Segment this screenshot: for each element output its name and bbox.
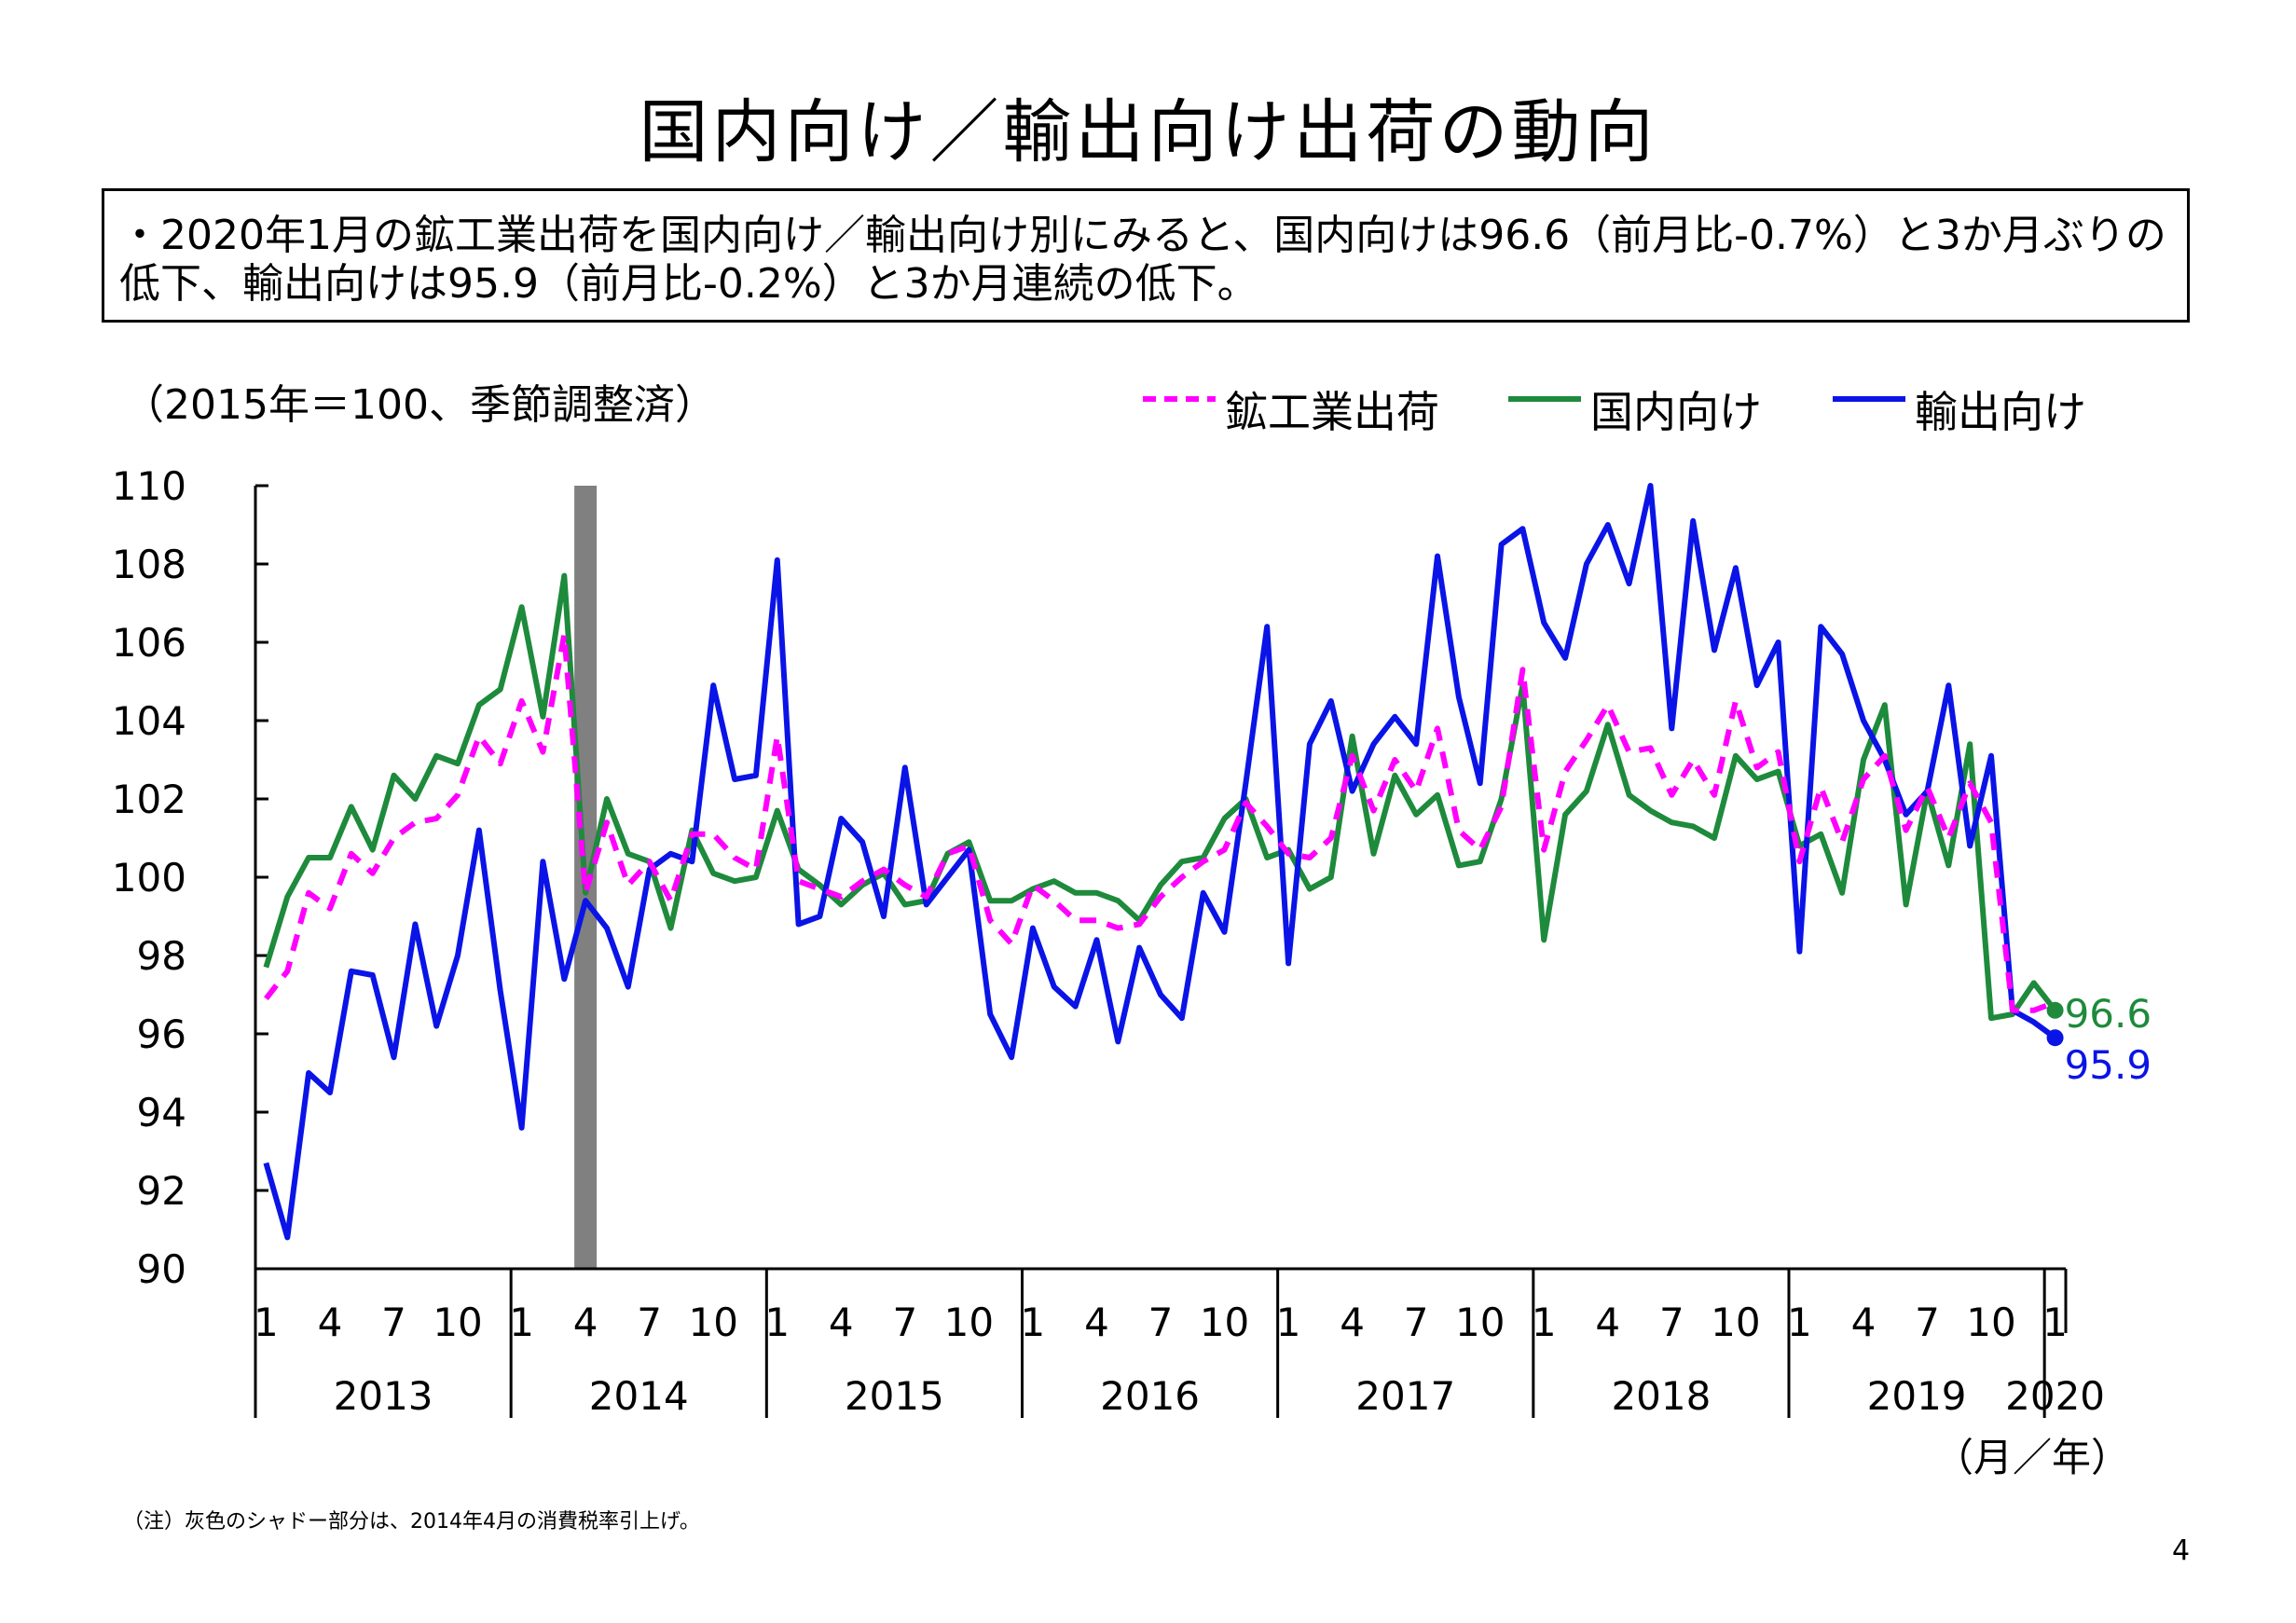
x-tick-label: 4 [1595, 1300, 1620, 1345]
x-tick-label: 4 [1851, 1300, 1877, 1345]
series-line-export [263, 483, 2057, 1241]
y-tick-label: 106 [112, 620, 186, 666]
year-label: 2014 [589, 1373, 689, 1419]
x-tick-label: 7 [637, 1300, 662, 1345]
x-tick-label: 1 [764, 1300, 790, 1345]
x-tick-label: 10 [1711, 1300, 1760, 1345]
x-tick-label: 10 [944, 1300, 994, 1345]
page-number: 4 [2172, 1534, 2191, 1567]
series-group [263, 483, 2057, 1241]
x-tick-label: 7 [1148, 1300, 1174, 1345]
labels-group: 96.6 95.9 [2046, 991, 2152, 1088]
y-tick-label: 94 [137, 1090, 186, 1135]
series-line-domestic [263, 572, 2057, 1022]
end-label-domestic: 96.6 [2065, 991, 2152, 1037]
x-tick-label: 4 [1084, 1300, 1109, 1345]
legend-label-export: 輸出向け [1915, 387, 2086, 437]
x-tick-label: 1 [254, 1300, 279, 1345]
x-tick-label: 1 [1532, 1300, 1557, 1345]
end-label-export: 95.9 [2065, 1042, 2152, 1088]
x-tick-label: 1 [2042, 1300, 2068, 1345]
x-tick-label: 10 [688, 1300, 737, 1345]
y-tick-label: 90 [137, 1246, 186, 1292]
y-tick-label: 96 [137, 1011, 186, 1057]
legend-swatch-total [1143, 396, 1216, 402]
x-tick-label: 4 [318, 1300, 343, 1345]
year-label: 2019 [1867, 1373, 1967, 1419]
unit-note: （2015年＝100、季節調整済） [123, 381, 716, 429]
y-tick-label: 104 [112, 698, 186, 744]
year-label: 2015 [845, 1373, 944, 1419]
year-label: 2020 [2005, 1373, 2105, 1419]
page-title: 国内向け／輸出向け出荷の動向 [639, 92, 1657, 172]
x-tick-label: 10 [1200, 1300, 1249, 1345]
end-marker-export [2046, 1029, 2064, 1047]
x-tick-label: 10 [1966, 1300, 2015, 1345]
legend-swatch-export [1833, 396, 1905, 402]
summary-text: ・2020年1月の鉱工業出荷を国内向け／輸出向け別にみると、国内向けは96.6（… [119, 212, 2166, 308]
y-tick-label: 102 [112, 777, 186, 822]
year-label: 2018 [1611, 1373, 1711, 1419]
y-tick-label: 98 [137, 933, 186, 979]
footnote: （注）灰色のシャドー部分は、2014年4月の消費税率引上げ。 [123, 1510, 700, 1534]
x-tick-label: 10 [433, 1300, 482, 1345]
year-label: 2017 [1355, 1373, 1455, 1419]
x-axis-unit-label: （月／年） [1934, 1435, 2130, 1480]
y-tick-label: 100 [112, 855, 186, 901]
x-tick-label: 7 [1659, 1300, 1684, 1345]
x-tick-label: 4 [573, 1300, 598, 1345]
end-marker-domestic [2046, 1001, 2064, 1019]
series-line-total [264, 631, 2056, 1013]
x-tick-label: 7 [1404, 1300, 1429, 1345]
year-label: 2016 [1100, 1373, 1200, 1419]
y-tick-label: 110 [112, 463, 186, 509]
legend-label-domestic: 国内向け [1590, 387, 1762, 437]
x-tick-label: 1 [1021, 1300, 1046, 1345]
x-tick-label: 4 [829, 1300, 854, 1345]
legend-label-total: 鉱工業出荷 [1225, 387, 1439, 437]
x-tick-label: 10 [1455, 1300, 1505, 1345]
x-tick-label: 4 [1340, 1300, 1365, 1345]
legend-swatch-domestic [1508, 396, 1581, 402]
y-tick-label: 108 [112, 542, 186, 587]
x-tick-label: 7 [381, 1300, 406, 1345]
x-tick-label: 1 [1787, 1300, 1812, 1345]
year-label: 2013 [334, 1373, 433, 1419]
summary-box: ・2020年1月の鉱工業出荷を国内向け／輸出向け別にみると、国内向けは96.6（… [102, 188, 2190, 323]
x-tick-label: 7 [1915, 1300, 1940, 1345]
x-tick-label: 1 [1276, 1300, 1301, 1345]
x-tick-label: 1 [509, 1300, 534, 1345]
y-tick-label: 92 [137, 1168, 186, 1214]
x-tick-label: 7 [892, 1300, 917, 1345]
